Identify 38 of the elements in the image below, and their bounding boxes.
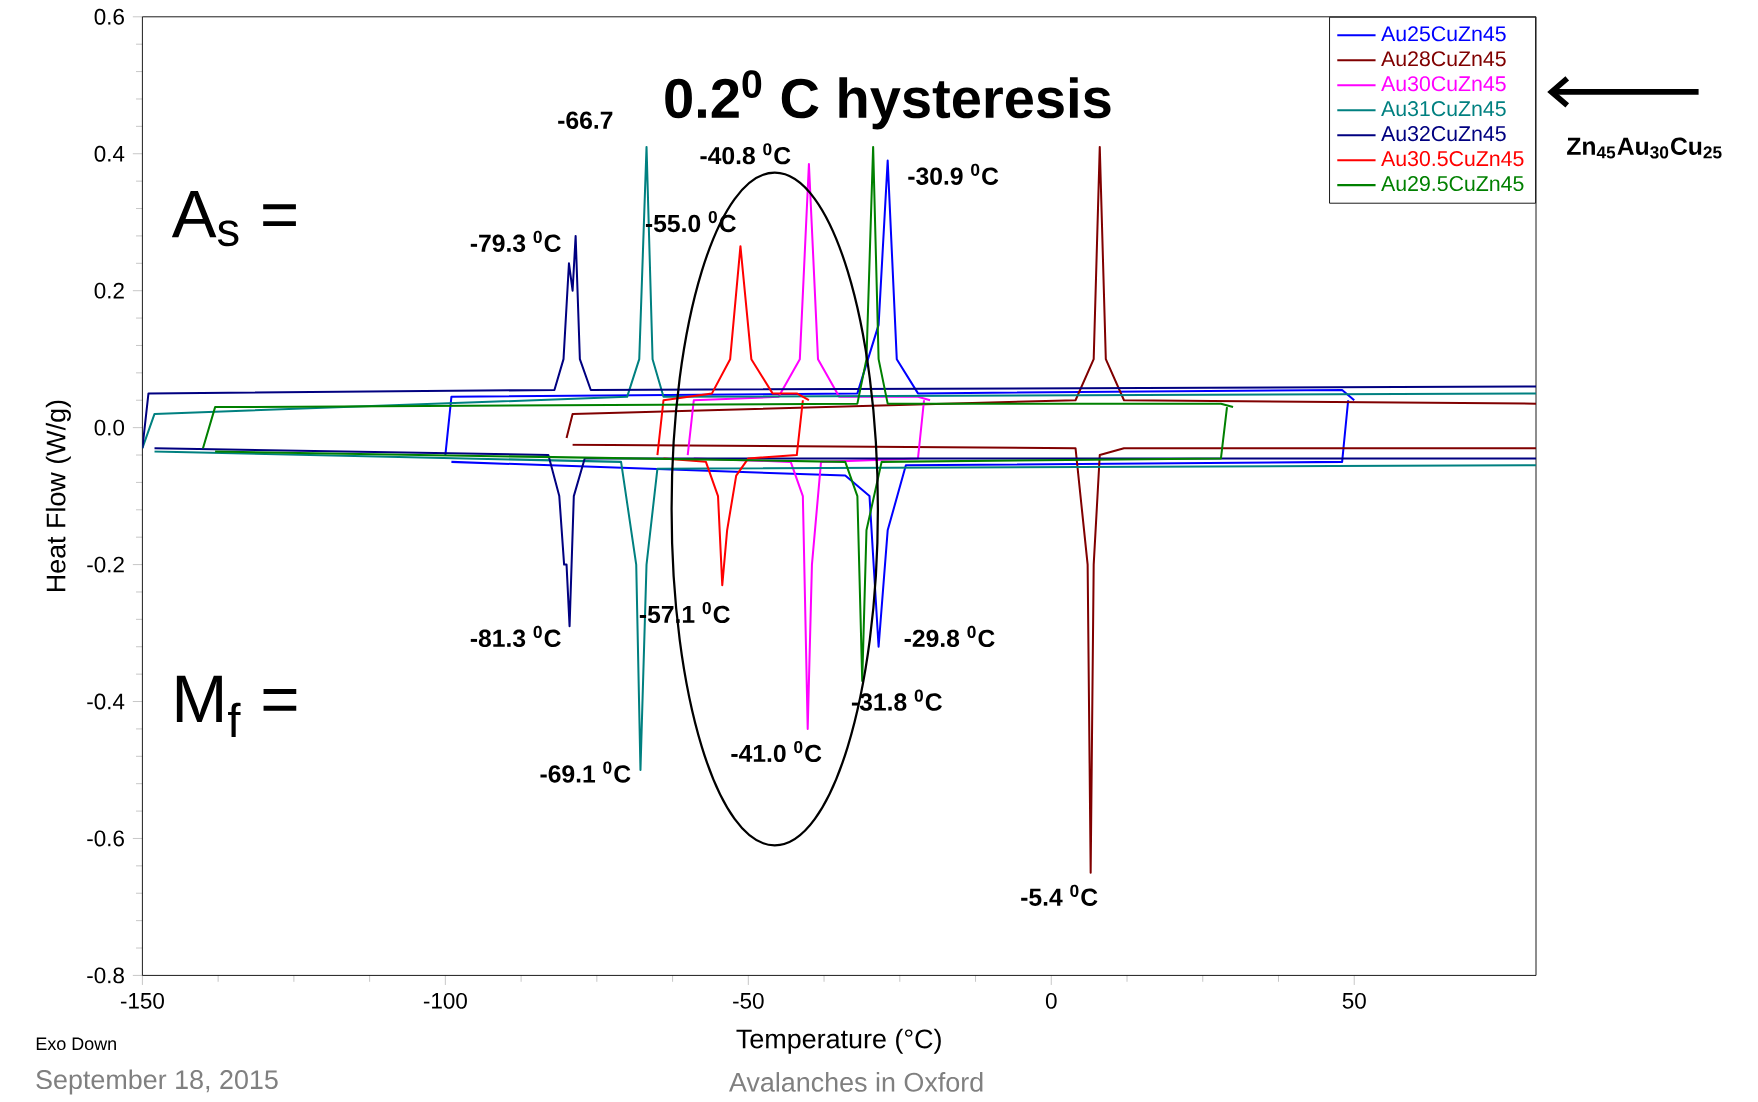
text: September 18, 2015 [36,1069,278,1095]
annotation: A$_{s}$ = [171,191,296,247]
annotation: -30.9 $^{0}$C [908,163,999,185]
legend-label: Au29.5CuZn45 [1381,176,1524,192]
x-tick-label: 50 [1342,992,1366,1009]
x-tick-label: -100 [423,992,467,1009]
y-tick-label: 0.4 [94,145,125,162]
annotation: -40.8 $^{0}$C [700,143,791,165]
annotation: -66.7 [558,111,613,129]
annotation: -81.3 $^{0}$C [470,625,561,648]
text: Avalanches in Oxford [728,1072,983,1092]
legend-label: Au32CuZn45 [1381,126,1506,142]
x-tick-label: -50 [733,992,764,1009]
y-tick-label: -0.6 [87,830,124,847]
text: Exo Down [36,1037,116,1051]
annotation: -69.1 $^{0}$C [540,761,631,783]
x-tick-label: 0 [1045,992,1057,1009]
y-axis-title: Heat Flow (W/g) [45,400,71,592]
y-tick-label: 0.2 [94,282,124,299]
legend-label: Au28CuZn45 [1381,51,1506,67]
x-axis-title: Temperature (°C) [736,1028,941,1054]
annotation: -41.0 $^{0}$C [731,740,822,763]
legend-label: Au25CuZn45 [1381,26,1506,42]
text: 0.2$^{0}$ C hysteresis [665,70,1111,130]
y-tick-label: -0.4 [87,693,125,710]
legend-label: Au30.5CuZn45 [1381,151,1524,167]
annotation: -79.3 $^{0}$C [470,230,561,253]
legend-label: Au30CuZn45 [1381,76,1506,92]
x-tick-label: -150 [120,992,164,1009]
y-tick-label: 0.6 [94,8,124,25]
annotation: -29.8 $^{0}$C [904,625,995,648]
y-tick-label: -0.8 [87,967,124,984]
y-tick-label: 0.0 [94,419,125,436]
annotation: -5.4 $^{0}$C [1021,884,1098,906]
annotation: M$_{f}$ = [176,675,297,737]
y-tick-label: -0.2 [87,556,124,573]
text: Zn$_{45}$Au$_{30}$Cu$_{25}$ [1567,137,1722,159]
legend-label: Au31CuZn45 [1381,101,1506,117]
